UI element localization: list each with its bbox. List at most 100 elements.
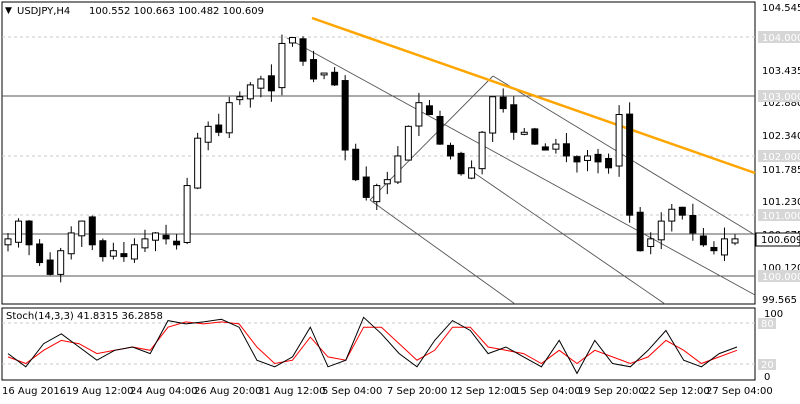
chart-symbol: USDJPY,H4 [17, 6, 70, 17]
candle-body [36, 243, 44, 264]
candle-body [562, 143, 570, 157]
candle-body [46, 259, 54, 275]
candle-body [731, 238, 739, 244]
candle-body [489, 96, 497, 134]
candle-body [257, 78, 265, 89]
candle-body [4, 238, 12, 246]
candle-body [668, 208, 676, 222]
time-axis: 16 Aug 2016 19 Aug 12:00 24 Aug 04:00 26… [2, 379, 773, 397]
candle-body [215, 124, 223, 133]
candle-body [99, 240, 107, 258]
candle-body [362, 176, 370, 198]
candle-body [204, 125, 212, 143]
price-tick: 101.230 [762, 197, 800, 208]
candle-body [583, 155, 591, 161]
time-tick: 31 Aug 12:00 [258, 386, 325, 397]
time-tick: 19 Sep 20:00 [578, 386, 645, 397]
time-tick: 26 Aug 20:00 [194, 386, 261, 397]
price-tick: 99.565 [762, 295, 797, 306]
candle-body [341, 80, 349, 151]
stoch-panel-frame [1, 307, 756, 381]
level-label-102: 102.000 [762, 152, 800, 163]
candle-body [552, 143, 560, 150]
candle-body [130, 244, 138, 260]
candle-body [183, 185, 191, 243]
stoch-tick: 80 [761, 319, 774, 330]
candle-body [710, 246, 718, 252]
time-tick: 12 Sep 12:00 [450, 386, 517, 397]
candle-body [373, 185, 381, 203]
candle-body [109, 250, 117, 257]
stoch-tick: 20 [761, 360, 774, 371]
price-tick: 102.880 [762, 98, 800, 109]
candle-body [573, 156, 581, 163]
price-tick: 100.120 [762, 263, 800, 274]
candle-body [425, 105, 433, 116]
trend-channel-lines [286, 37, 756, 305]
candle-body [531, 128, 539, 145]
orange-trendline [311, 16, 756, 175]
candle-body [657, 220, 665, 241]
candle-body [383, 179, 391, 185]
candle-body [141, 238, 149, 249]
candle-body [278, 42, 286, 89]
chart-ohlc: 100.552 100.663 100.482 100.609 [89, 6, 264, 17]
candle-body [246, 84, 254, 100]
candle-body [447, 144, 455, 157]
stoch-main-line [7, 316, 738, 375]
price-tick: 104.545 [762, 3, 800, 14]
candle-body [699, 235, 707, 246]
candle-body [520, 131, 528, 135]
candle-body [415, 102, 423, 127]
level-label-101: 101.000 [762, 211, 800, 222]
candle-body [468, 167, 476, 179]
candle-body [478, 131, 486, 170]
candle-body [636, 211, 644, 252]
candle-body [299, 38, 307, 62]
time-tick: 7 Sep 20:00 [387, 386, 447, 397]
candle-body [162, 234, 170, 240]
level-lines [2, 95, 755, 277]
time-tick: 22 Sep 12:00 [643, 386, 710, 397]
time-tick: 15 Sep 04:00 [514, 386, 581, 397]
candle-body [720, 238, 728, 256]
current-price-label: 100.609 [761, 235, 800, 246]
candle-body [510, 104, 518, 133]
candle-body [678, 206, 686, 216]
candle-body [331, 71, 339, 86]
level-labels: 104.000 103.000 102.000 101.000 100.609 … [755, 31, 800, 283]
candle-body [689, 214, 697, 234]
candle-body [288, 37, 296, 44]
candle-body [594, 153, 602, 163]
chart-symbol-icon: ▼ [5, 6, 12, 16]
candle-body [78, 220, 86, 237]
price-tick: 103.435 [762, 66, 800, 77]
candle-body [394, 155, 402, 183]
candle-body [320, 72, 328, 76]
candle-body [436, 115, 444, 145]
candle-body [236, 96, 244, 101]
stoch-label: Stoch(14,3,3) 41.8315 36.2858 [6, 311, 163, 322]
main-chart-frame [1, 1, 756, 305]
candle-body [25, 220, 33, 246]
candle-body [615, 114, 623, 167]
candle-body [626, 113, 634, 216]
candle-body [194, 137, 202, 189]
candle-body [310, 59, 318, 80]
time-tick: 24 Aug 04:00 [130, 386, 197, 397]
candle-body [67, 232, 75, 255]
candle-body [404, 125, 412, 161]
candle-body [647, 238, 655, 248]
candlesticks [4, 34, 739, 283]
candle-body [173, 240, 181, 246]
candle-body [57, 250, 65, 275]
stoch-tick: 100 [764, 309, 783, 320]
candle-body [605, 157, 613, 169]
level-label-104: 104.000 [762, 33, 800, 44]
candle-body [541, 146, 549, 151]
time-tick: 19 Aug 12:00 [66, 386, 133, 397]
candle-body [225, 102, 233, 134]
candle-body [88, 216, 96, 246]
